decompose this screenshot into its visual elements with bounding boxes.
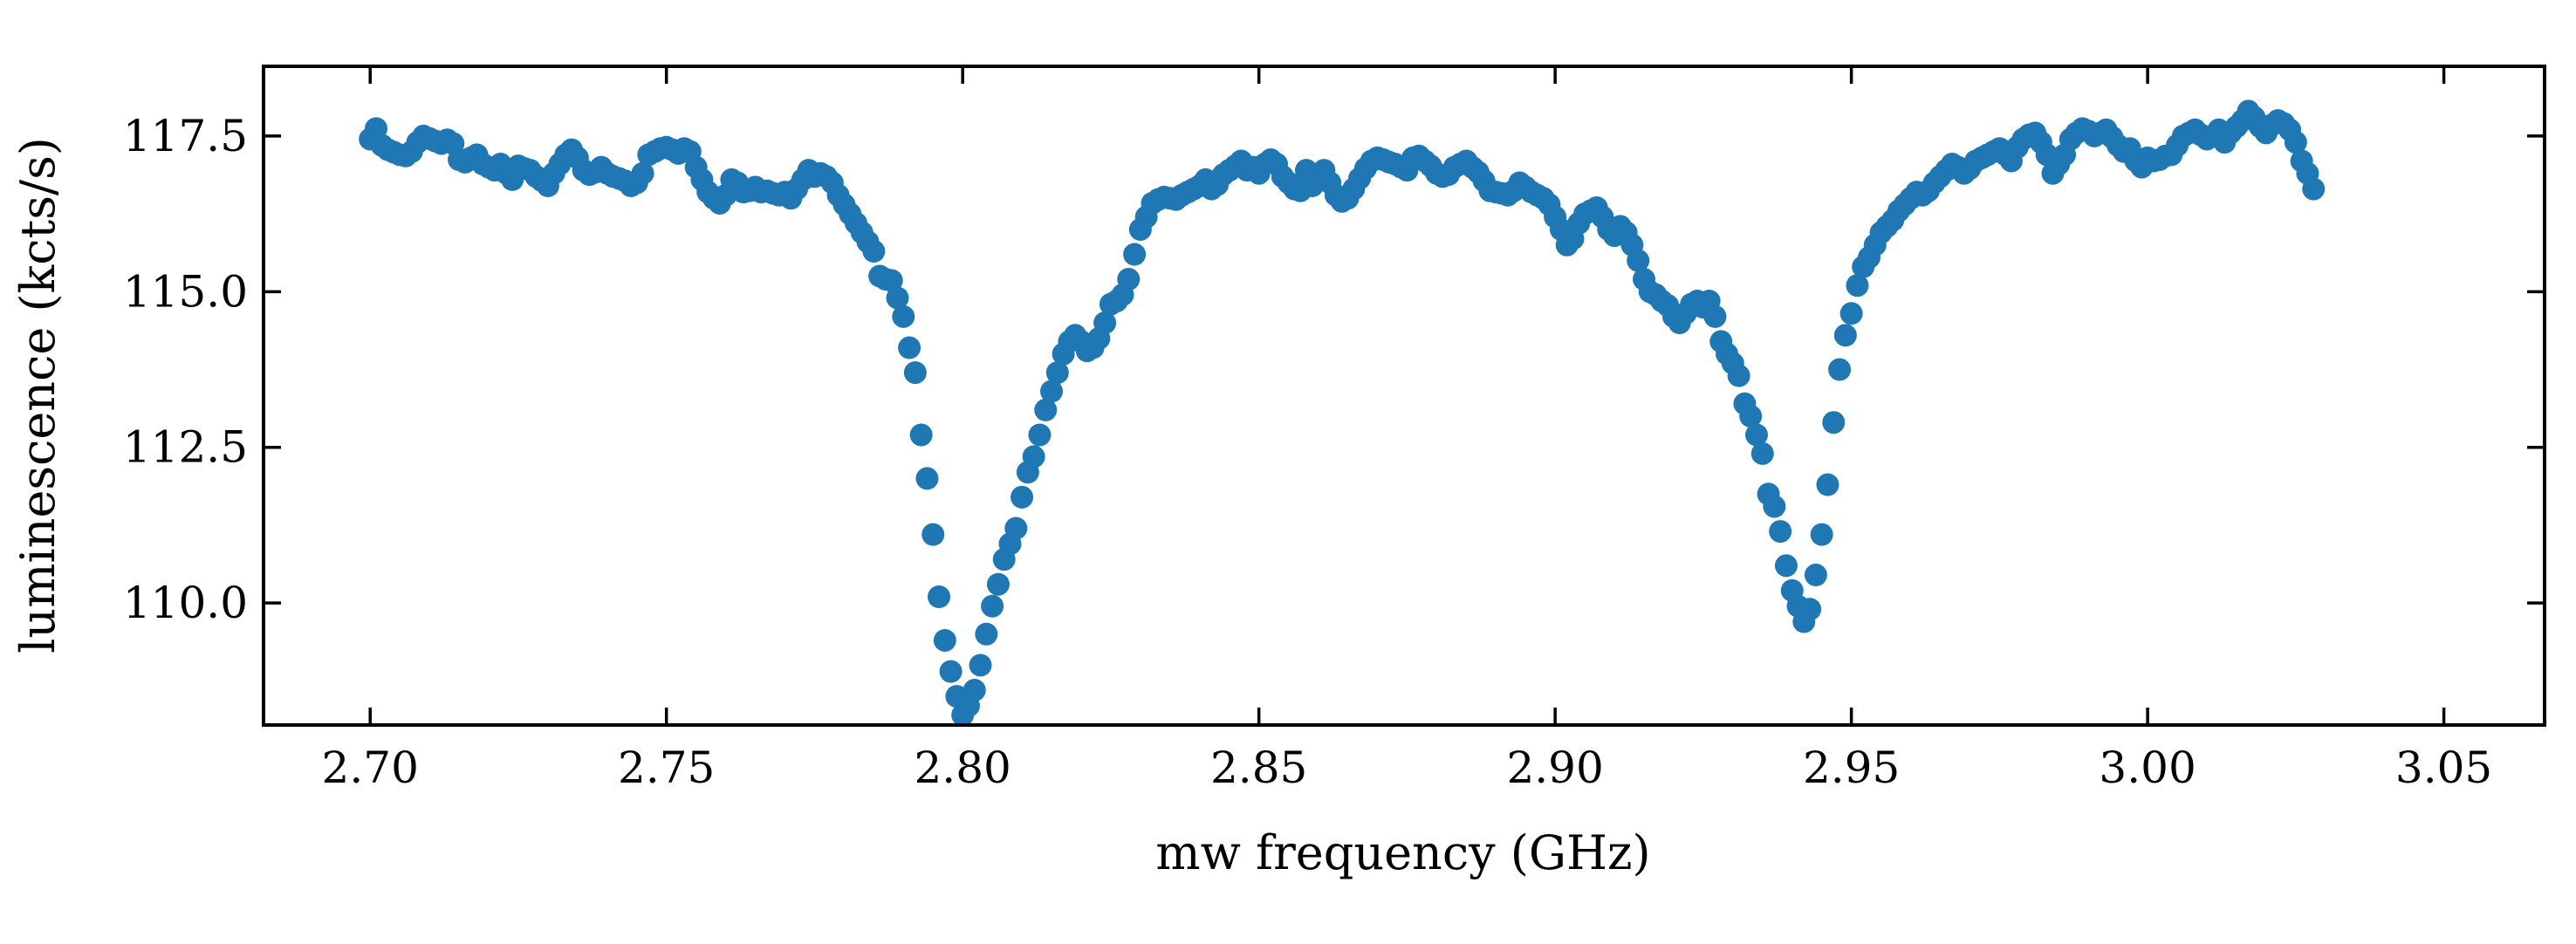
data-point xyxy=(963,679,986,702)
data-point xyxy=(1045,361,1069,385)
data-point xyxy=(1816,473,1840,496)
data-point xyxy=(909,423,933,447)
data-point xyxy=(862,239,886,263)
x-tick-label: 3.00 xyxy=(2099,742,2196,793)
data-point xyxy=(2302,177,2326,201)
data-point xyxy=(1840,302,1863,325)
axis-tick-labels: 2.70 2.75 2.80 2.85 2.90 2.95 3.00 3.05 110.0 112… xyxy=(123,111,2492,793)
data-point xyxy=(1703,304,1727,328)
data-point xyxy=(1040,380,1064,403)
data-point xyxy=(1833,324,1857,347)
axis-ticks xyxy=(264,66,2545,725)
x-tick-label: 2.95 xyxy=(1803,742,1900,793)
data-points xyxy=(359,99,2326,727)
x-tick-label: 2.85 xyxy=(1210,742,1307,793)
data-point xyxy=(1022,445,1045,469)
data-point xyxy=(1798,598,1822,621)
y-tick-label: 115.0 xyxy=(123,266,248,317)
data-point xyxy=(933,628,956,652)
data-point xyxy=(886,286,909,310)
data-point xyxy=(939,660,963,683)
data-point xyxy=(986,572,1010,596)
data-point xyxy=(1727,364,1750,387)
data-point xyxy=(1804,564,1827,587)
data-point xyxy=(1828,358,1852,381)
data-point xyxy=(1028,423,1052,447)
data-point xyxy=(915,467,939,490)
x-tick-label: 2.75 xyxy=(618,742,715,793)
data-point xyxy=(631,161,654,185)
data-point xyxy=(1034,398,1058,421)
data-point xyxy=(1846,274,1869,298)
data-point xyxy=(1769,520,1792,544)
x-tick-label: 2.90 xyxy=(1506,742,1603,793)
data-point xyxy=(1627,249,1650,272)
data-point xyxy=(903,361,927,385)
data-point xyxy=(1093,311,1117,335)
data-point xyxy=(1750,441,1774,465)
data-point xyxy=(981,594,1004,618)
plot-frame xyxy=(262,65,2546,727)
y-axis-label: luminescence (kcts/s) xyxy=(10,137,65,653)
x-axis-label: mw frequency (GHz) xyxy=(1155,825,1650,880)
data-point xyxy=(1810,523,1833,546)
data-point xyxy=(892,304,915,328)
x-tick-label: 3.05 xyxy=(2395,742,2492,793)
y-tick-label: 112.5 xyxy=(123,422,248,473)
data-point xyxy=(1123,243,1147,266)
data-point xyxy=(1004,516,1028,540)
data-point xyxy=(1822,411,1846,434)
data-point xyxy=(880,269,903,292)
x-tick-label: 2.80 xyxy=(915,742,1011,793)
data-point xyxy=(1744,423,1768,447)
data-point xyxy=(1763,495,1786,518)
data-point xyxy=(1774,554,1798,578)
data-point xyxy=(969,653,992,677)
data-point xyxy=(975,622,998,646)
data-point xyxy=(2284,131,2307,154)
y-tick-label: 117.5 xyxy=(123,111,248,161)
data-point xyxy=(1011,485,1034,509)
data-point xyxy=(898,336,921,359)
data-point xyxy=(921,523,945,546)
data-point xyxy=(928,585,951,608)
x-tick-label: 2.70 xyxy=(322,742,419,793)
data-point xyxy=(1739,405,1763,428)
data-point xyxy=(1117,268,1141,291)
y-tick-label: 110.0 xyxy=(123,578,248,628)
